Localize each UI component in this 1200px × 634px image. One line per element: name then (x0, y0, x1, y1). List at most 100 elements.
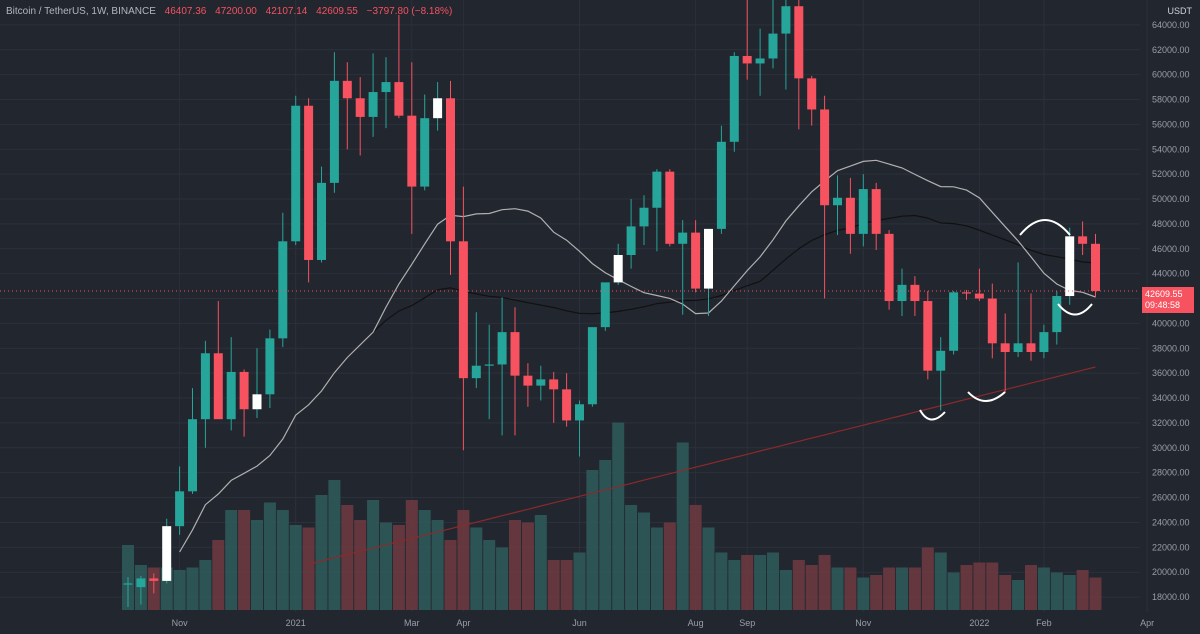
x-tick-label: Aug (688, 618, 704, 628)
candle-body[interactable] (587, 327, 597, 405)
candle-body[interactable] (200, 353, 210, 420)
candle-body[interactable] (755, 58, 765, 64)
candle-body[interactable] (355, 98, 365, 117)
candle-body[interactable] (381, 82, 391, 93)
volume-bar (741, 555, 754, 610)
candle-body[interactable] (884, 233, 894, 302)
candle-body[interactable] (910, 284, 920, 302)
candle-body[interactable] (188, 419, 197, 492)
volume-bar (896, 567, 908, 610)
candle-body[interactable] (394, 82, 404, 116)
candle-body[interactable] (265, 338, 275, 395)
volume-bar (392, 525, 405, 610)
candle-body[interactable] (845, 197, 855, 234)
candle-body[interactable] (613, 255, 623, 283)
candle-body[interactable] (433, 98, 443, 119)
candle-body[interactable] (252, 394, 262, 410)
candle-body[interactable] (820, 109, 830, 206)
candle-body[interactable] (123, 583, 133, 585)
volume-bar (483, 540, 496, 610)
candle-body[interactable] (510, 332, 520, 376)
candle-body[interactable] (678, 232, 688, 244)
candle-body[interactable] (446, 98, 455, 242)
volume-bar (586, 470, 599, 610)
candle-body[interactable] (974, 293, 984, 299)
candle-body[interactable] (162, 526, 172, 581)
candle-body[interactable] (858, 189, 868, 234)
candle-body[interactable] (291, 105, 301, 242)
volume-bar (418, 510, 431, 610)
candle-body[interactable] (1013, 343, 1023, 353)
candle-body[interactable] (471, 365, 481, 379)
candle-body[interactable] (600, 282, 610, 328)
volume-bar (728, 560, 741, 610)
candle-body[interactable] (626, 226, 636, 255)
candle-body[interactable] (1052, 296, 1062, 333)
candle-body[interactable] (368, 92, 378, 117)
candle-body[interactable] (536, 379, 546, 386)
volume-bar (380, 522, 392, 610)
candle-body[interactable] (1078, 236, 1088, 244)
candle-body[interactable] (484, 364, 494, 366)
candle-body[interactable] (562, 389, 572, 421)
y-tick-label: 64000.00 (1152, 20, 1190, 30)
candle-body[interactable] (1000, 343, 1010, 353)
volume-bar (431, 520, 444, 610)
candle-body[interactable] (549, 379, 559, 390)
candle-body[interactable] (149, 578, 159, 581)
candle-body[interactable] (962, 292, 971, 294)
candle-body[interactable] (226, 371, 236, 420)
candle-body[interactable] (342, 80, 352, 99)
candle-body[interactable] (458, 241, 468, 379)
candle-body[interactable] (704, 228, 713, 289)
volume-bar (521, 522, 534, 610)
volume-bar (947, 572, 960, 610)
volume-bar (509, 520, 521, 610)
candle-body[interactable] (716, 141, 726, 229)
volume-bar (779, 570, 792, 610)
candle-body[interactable] (213, 353, 223, 420)
candle-body[interactable] (936, 350, 946, 371)
candle-body[interactable] (1065, 236, 1075, 297)
candle-body[interactable] (420, 118, 430, 187)
annotation-arc (919, 409, 946, 421)
candle-body[interactable] (575, 404, 584, 421)
candle-body[interactable] (278, 241, 288, 339)
bar-countdown: 09:48:58 (1145, 300, 1181, 310)
candle-body[interactable] (807, 78, 817, 110)
candle-body[interactable] (304, 105, 314, 260)
candle-body[interactable] (833, 197, 842, 206)
candle-body[interactable] (871, 189, 881, 234)
candle-body[interactable] (1039, 332, 1049, 353)
candle-body[interactable] (523, 375, 533, 386)
candle-body[interactable] (639, 207, 649, 227)
candle-body[interactable] (239, 371, 249, 410)
candle-body[interactable] (781, 6, 791, 34)
volume-bar (638, 512, 650, 610)
candle-body[interactable] (1091, 243, 1100, 292)
symbol-title[interactable]: Bitcoin / TetherUS, 1W, BINANCE (6, 6, 156, 17)
candle-body[interactable] (175, 491, 185, 527)
candle-body[interactable] (768, 33, 778, 59)
candle-body[interactable] (497, 332, 507, 365)
candle-body[interactable] (949, 292, 959, 351)
y-tick-label: 30000.00 (1152, 443, 1190, 453)
candle-body[interactable] (987, 298, 997, 344)
candle-body[interactable] (923, 301, 933, 371)
currency-label[interactable]: USDT (1167, 6, 1193, 16)
candle-body[interactable] (317, 182, 326, 260)
candle-body[interactable] (729, 55, 739, 142)
candle-body[interactable] (652, 171, 662, 208)
volume-bar (805, 565, 818, 610)
candle-body[interactable] (136, 578, 146, 588)
candle-body[interactable] (794, 6, 804, 79)
x-tick-label: Apr (456, 618, 470, 628)
candle-body[interactable] (329, 80, 339, 183)
candle-body[interactable] (691, 232, 701, 289)
candle-body[interactable] (742, 55, 752, 64)
candle-body[interactable] (665, 171, 675, 244)
candle-body[interactable] (1026, 343, 1036, 353)
candle-body[interactable] (407, 115, 417, 187)
candle-body[interactable] (897, 284, 907, 302)
